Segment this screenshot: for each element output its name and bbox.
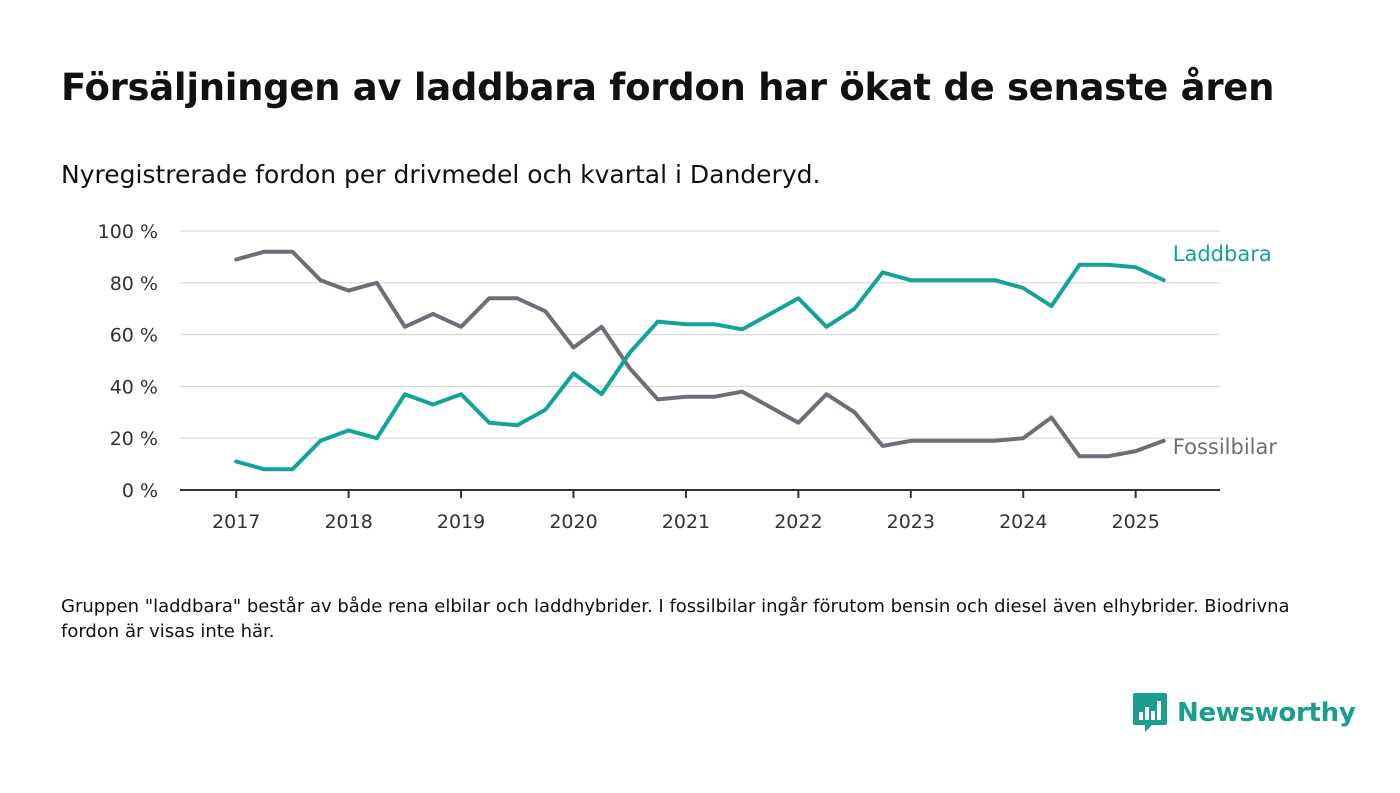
chart-subtitle: Nyregistrerade fordon per drivmedel och … [61, 160, 821, 189]
y-tick-label: 40 % [110, 376, 158, 398]
y-tick-label: 20 % [110, 428, 158, 450]
x-tick-label: 2018 [324, 511, 372, 533]
y-tick-label: 80 % [110, 273, 158, 295]
x-tick-label: 2020 [549, 511, 597, 533]
series-label-fossilbilar: Fossilbilar [1173, 435, 1278, 459]
brand-name: Newsworthy [1177, 698, 1356, 728]
series-label-laddbara: Laddbara [1173, 242, 1272, 266]
x-tick-label: 2024 [999, 511, 1047, 533]
line-chart: 0 % 20 % 40 % 60 % 80 % 100 % 2017 2018 2019 202… [98, 221, 1278, 533]
x-tick-label: 2023 [887, 511, 935, 533]
x-axis: 2017 2018 2019 2020 2021 2022 2023 2024 2025 [180, 489, 1220, 533]
y-tick-label: 60 % [110, 325, 158, 347]
series-lines [234, 249, 1166, 472]
series-line-fossilbilar [234, 249, 1166, 459]
x-tick-label: 2021 [662, 511, 710, 533]
brand-logo[interactable]: Newsworthy [1132, 692, 1356, 734]
x-tick-label: 2019 [437, 511, 485, 533]
newsworthy-logo-icon [1133, 693, 1167, 732]
series-line-laddbara [234, 262, 1166, 472]
y-tick-label: 0 % [122, 480, 158, 502]
chart-title: Försäljningen av laddbara fordon har öka… [61, 66, 1275, 109]
x-tick-label: 2022 [774, 511, 822, 533]
y-tick-label: 100 % [98, 221, 158, 243]
y-axis-ticks: 0 % 20 % 40 % 60 % 80 % 100 % [98, 221, 158, 502]
x-tick-label: 2017 [212, 511, 260, 533]
x-tick-label: 2025 [1111, 511, 1159, 533]
series-labels: Laddbara Fossilbilar [1173, 242, 1278, 459]
gridlines [180, 230, 1220, 439]
footnote: Gruppen "laddbara" består av både rena e… [61, 596, 1290, 642]
